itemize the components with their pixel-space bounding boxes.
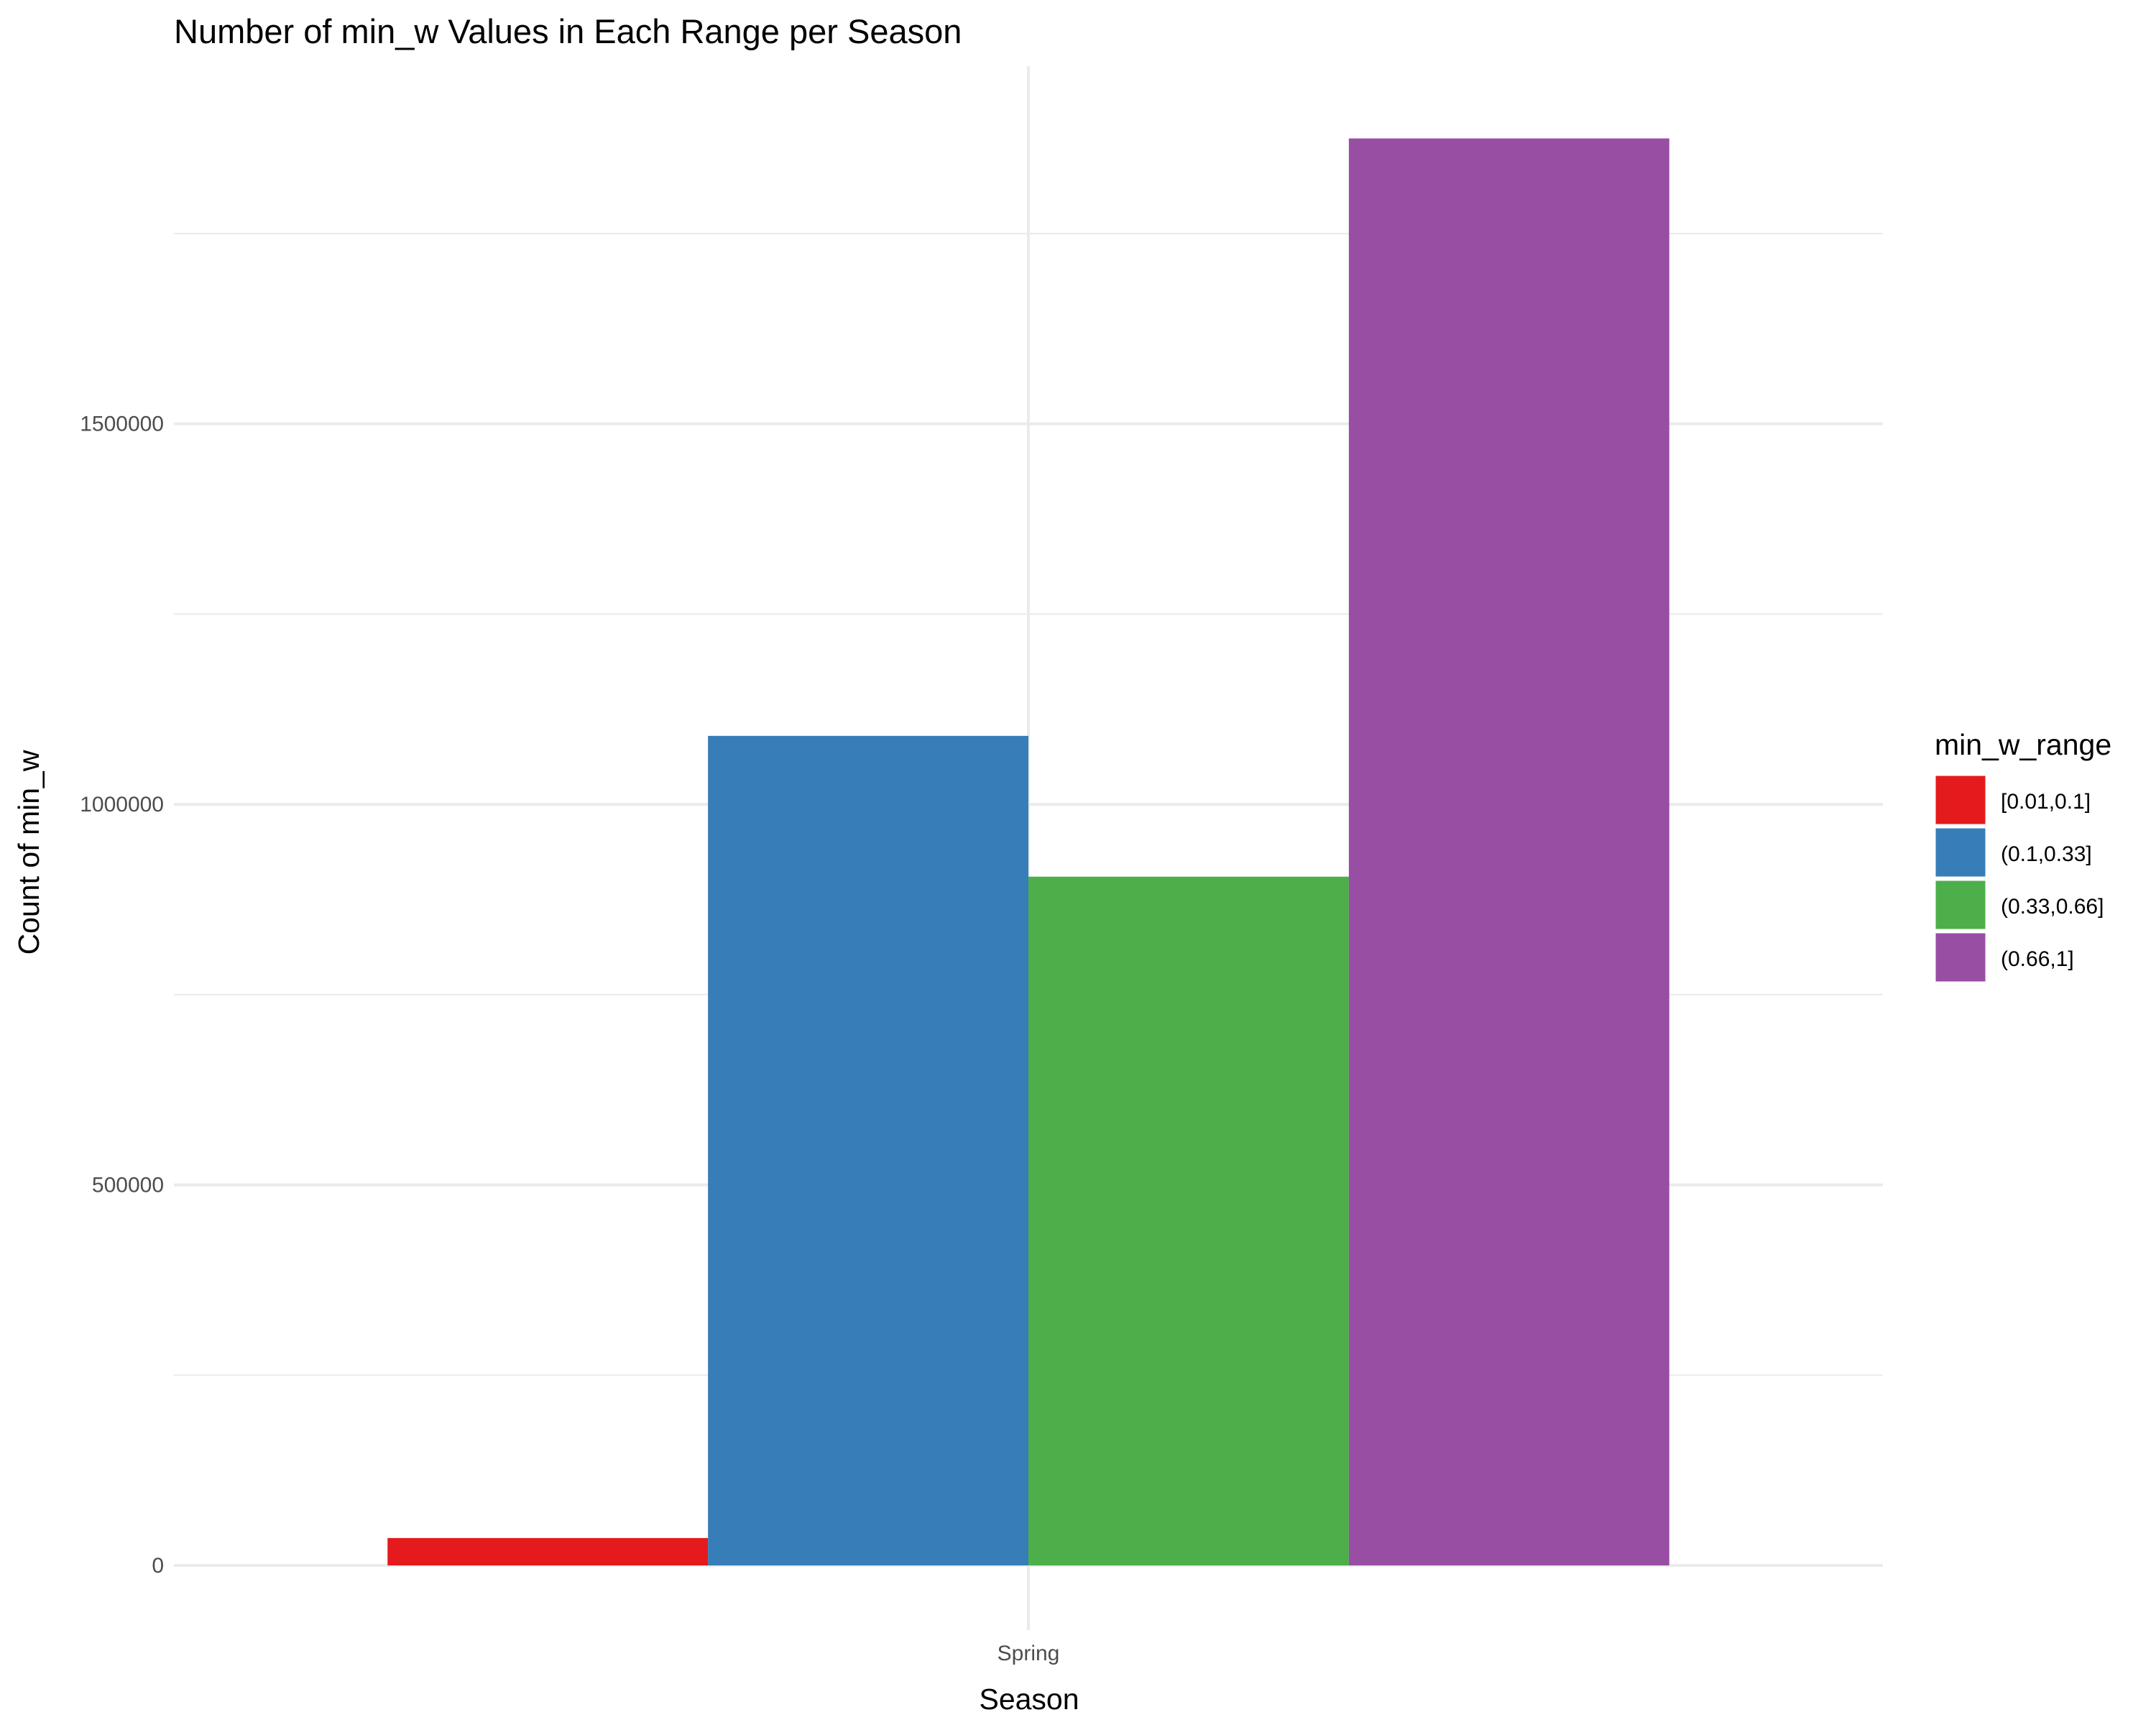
- legend-label: [0.01,0.1]: [2001, 790, 2091, 814]
- y-tick-label: 0: [152, 1554, 164, 1578]
- legend-label: (0.33,0.66]: [2001, 895, 2104, 919]
- y-tick-label: 500000: [92, 1174, 164, 1197]
- y-tick-label: 1500000: [80, 413, 164, 436]
- x-axis-ticks: Spring: [998, 1642, 1060, 1665]
- bar-3: [1028, 876, 1349, 1565]
- legend-title: min_w_range: [1935, 728, 2111, 761]
- bar-4: [1348, 138, 1669, 1565]
- y-axis-title: Count of min_w: [12, 750, 45, 954]
- legend-key: [1933, 773, 1988, 827]
- legend-key: [1933, 931, 1988, 984]
- legend-key: [1933, 826, 1988, 879]
- x-axis-title: Season: [979, 1683, 1079, 1716]
- y-axis-ticks: 0 500000 1000000 1500000: [80, 413, 164, 1578]
- bar-1: [387, 1537, 709, 1565]
- legend: min_w_range [0.01,0.1] (0.1,0.33] (0.33,0.…: [1933, 728, 2111, 984]
- x-tick-label: Spring: [998, 1642, 1060, 1665]
- legend-label: (0.1,0.33]: [2001, 842, 2092, 866]
- chart-title: Number of min_w Values in Each Range per…: [174, 12, 962, 50]
- bar-2: [708, 735, 1028, 1565]
- legend-key: [1933, 878, 1988, 932]
- bars: [387, 138, 1669, 1565]
- y-tick-label: 1000000: [80, 793, 164, 816]
- legend-label: (0.66,1]: [2001, 947, 2074, 971]
